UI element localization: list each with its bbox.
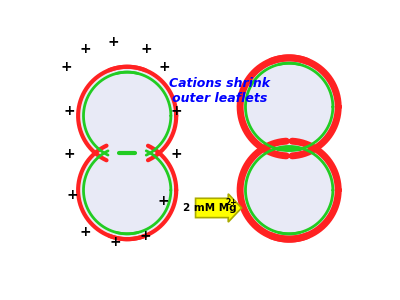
Circle shape bbox=[81, 70, 173, 162]
Text: +: + bbox=[60, 60, 72, 74]
FancyArrow shape bbox=[196, 194, 242, 222]
Circle shape bbox=[243, 61, 335, 153]
Text: 2 mM Mg: 2 mM Mg bbox=[184, 203, 237, 213]
Text: Cations shrink
outer leaflets: Cations shrink outer leaflets bbox=[169, 76, 270, 105]
Text: +: + bbox=[66, 188, 78, 202]
Text: +: + bbox=[141, 42, 152, 56]
Circle shape bbox=[243, 144, 335, 236]
Text: +: + bbox=[157, 194, 169, 208]
Circle shape bbox=[81, 144, 173, 236]
Text: +: + bbox=[64, 148, 75, 161]
Text: 2+: 2+ bbox=[226, 197, 237, 206]
Text: +: + bbox=[170, 148, 182, 161]
Text: +: + bbox=[158, 60, 170, 74]
Text: +: + bbox=[108, 34, 120, 49]
Text: +: + bbox=[110, 235, 121, 249]
Text: +: + bbox=[170, 104, 182, 118]
Text: +: + bbox=[64, 104, 75, 118]
Text: +: + bbox=[139, 229, 151, 243]
Text: +: + bbox=[80, 42, 91, 56]
Text: +: + bbox=[80, 225, 91, 239]
